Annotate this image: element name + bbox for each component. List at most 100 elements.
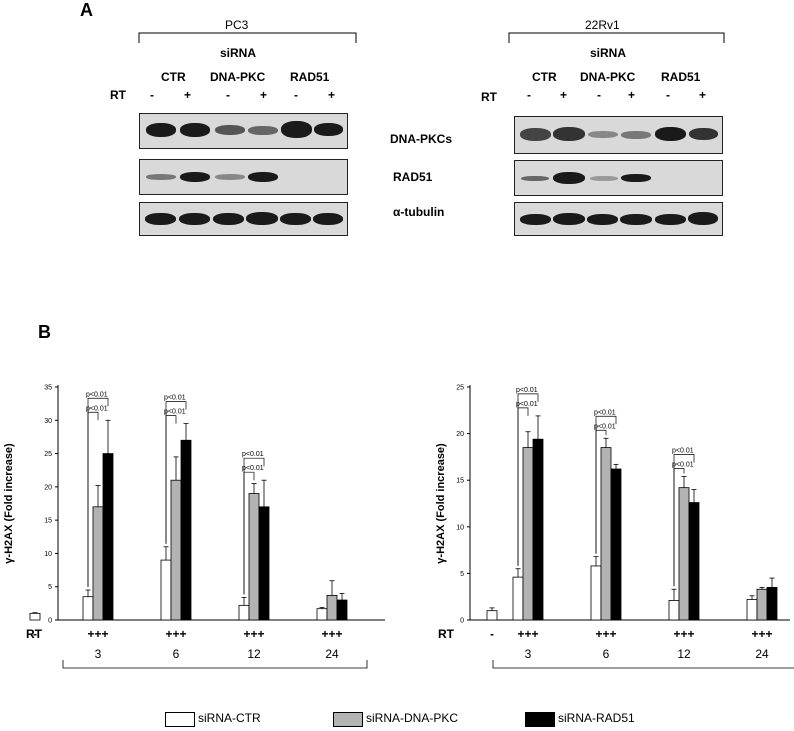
significance-bracket bbox=[517, 393, 539, 566]
p-value-label: p<0.01 bbox=[242, 451, 264, 458]
bar-sirna-dna-pkc-24h bbox=[326, 594, 338, 621]
pc3-blot-rad51 bbox=[139, 159, 348, 195]
rt-sign-plus: +++ bbox=[243, 627, 264, 641]
bar-control-untreated bbox=[29, 612, 41, 621]
rv1-group-dnapkc: DNA-PKC bbox=[580, 70, 636, 84]
rv1-rt-sign: + bbox=[699, 88, 707, 102]
pc3-rt-sign: + bbox=[260, 88, 268, 102]
significance-bracket bbox=[595, 415, 617, 554]
pc3-rt-sign: + bbox=[184, 88, 192, 102]
bar-sirna-ctr-6h bbox=[160, 559, 172, 621]
gamma-h2ax-chart-22rv1: 0 5 10 15 20 25 γ-H2AX (Fold increase) RT - +++ 3 +… bbox=[435, 385, 794, 669]
p-value-label: p<0.01 bbox=[242, 465, 264, 472]
y-axis-title: γ-H2AX (Fold increase) bbox=[3, 443, 15, 564]
y-tick-label: 5 bbox=[48, 584, 52, 591]
blot-label-tubulin: α-tubulin bbox=[393, 205, 445, 219]
legend-label-rad51: siRNA-RAD51 bbox=[558, 711, 635, 725]
significance-bracket bbox=[243, 457, 265, 595]
p-value-label: p<0.01 bbox=[516, 401, 538, 408]
rv1-group-ctr: CTR bbox=[532, 70, 557, 84]
bar-sirna-rad51-3h bbox=[532, 438, 544, 621]
legend-swatch-rad51 bbox=[525, 712, 555, 727]
bar-sirna-dna-pkc-24h bbox=[756, 588, 768, 621]
legend-label-dnapkc: siRNA-DNA-PKC bbox=[366, 711, 459, 725]
x-tick-label: 3 bbox=[525, 647, 532, 661]
pc3-blot-dnapkcs bbox=[139, 113, 348, 149]
pc3-rt-sign: - bbox=[226, 88, 230, 102]
rt-sign-plus: +++ bbox=[673, 627, 694, 641]
rv1-rt-sign: - bbox=[666, 88, 670, 102]
bar-sirna-rad51-24h bbox=[336, 599, 348, 621]
y-tick-label: 5 bbox=[460, 571, 464, 578]
bar-sirna-ctr-12h bbox=[238, 604, 250, 621]
significance-bracket bbox=[165, 401, 187, 544]
bar-sirna-dna-pkc-3h bbox=[92, 506, 104, 621]
x-tick-label: 12 bbox=[677, 647, 691, 661]
pc3-rt-sign: - bbox=[294, 88, 298, 102]
rt-row-label: RT bbox=[26, 627, 43, 641]
rt-sign-plus: +++ bbox=[321, 627, 342, 641]
significance-bracket bbox=[673, 454, 695, 587]
bar-sirna-rad51-6h bbox=[180, 439, 192, 621]
x-tick-label: 24 bbox=[325, 647, 339, 661]
rt-sign-plus: +++ bbox=[165, 627, 186, 641]
panel-b-letter: B bbox=[38, 322, 51, 342]
cell-line-22rv1: 22Rv1 bbox=[585, 18, 620, 32]
blot-label-rad51: RAD51 bbox=[393, 170, 433, 184]
bar-sirna-dna-pkc-6h bbox=[170, 479, 182, 621]
blot-label-dnapkcs: DNA-PKCs bbox=[390, 132, 453, 146]
bar-sirna-dna-pkc-3h bbox=[522, 447, 534, 621]
pc3-rt-label: RT bbox=[110, 88, 126, 102]
rt-row-label: RT bbox=[438, 627, 455, 641]
rv1-rt-sign: - bbox=[597, 88, 601, 102]
legend-swatch-dnapkc bbox=[333, 712, 363, 727]
rt-sign-plus: +++ bbox=[595, 627, 616, 641]
legend-swatch-ctr bbox=[165, 712, 195, 727]
y-axis-title: γ-H2AX (Fold increase) bbox=[435, 443, 447, 564]
pc3-group-dnapkc: DNA-PKC bbox=[210, 70, 266, 84]
rv1-rt-sign: + bbox=[628, 88, 636, 102]
y-tick-label: 15 bbox=[44, 518, 52, 525]
cell-line-pc3: PC3 bbox=[225, 18, 249, 32]
bar-sirna-ctr-24h bbox=[316, 608, 328, 621]
pc3-bracket bbox=[138, 32, 357, 43]
bar-sirna-ctr-12h bbox=[668, 600, 680, 621]
y-tick-label: 20 bbox=[456, 431, 464, 438]
rt-sign-minus: - bbox=[33, 627, 37, 641]
bar-sirna-rad51-6h bbox=[610, 468, 622, 621]
p-value-label: p<0.01 bbox=[594, 423, 616, 430]
y-tick-label: 15 bbox=[456, 478, 464, 485]
rt-sign-plus: +++ bbox=[751, 627, 772, 641]
rv1-rt-sign: + bbox=[560, 88, 568, 102]
x-tick-label: 12 bbox=[247, 647, 261, 661]
legend-label-ctr: siRNA-CTR bbox=[198, 711, 261, 725]
pc3-rt-sign: + bbox=[328, 88, 336, 102]
rv1-rt-label: RT bbox=[481, 90, 497, 104]
y-tick-label: 10 bbox=[456, 524, 464, 531]
bar-sirna-rad51-24h bbox=[766, 586, 778, 621]
y-tick-label: 20 bbox=[44, 484, 52, 491]
y-tick-label: 25 bbox=[44, 451, 52, 458]
p-value-label: p<0.01 bbox=[86, 391, 108, 398]
y-tick-label: 0 bbox=[48, 618, 52, 625]
x-tick-label: 3 bbox=[95, 647, 102, 661]
pc3-group-rad51: RAD51 bbox=[290, 70, 330, 84]
p-value-label: p<0.01 bbox=[672, 447, 694, 454]
bar-sirna-ctr-6h bbox=[590, 565, 602, 621]
rv1-blot-dnapkcs bbox=[514, 116, 723, 154]
rv1-group-rad51: RAD51 bbox=[661, 70, 701, 84]
bar-sirna-dna-pkc-12h bbox=[678, 487, 690, 621]
rv1-blot-rad51 bbox=[514, 160, 723, 196]
rv1-sirna-label: siRNA bbox=[590, 46, 627, 60]
rv1-rt-sign: - bbox=[527, 88, 531, 102]
y-tick-label: 10 bbox=[44, 551, 52, 558]
rv1-blot-tubulin bbox=[514, 202, 723, 236]
p-value-label: p<0.01 bbox=[164, 409, 186, 416]
hours-bracket bbox=[492, 660, 794, 669]
panel-a-letter: A bbox=[80, 0, 93, 20]
bar-sirna-dna-pkc-12h bbox=[248, 493, 260, 621]
rt-sign-plus: +++ bbox=[517, 627, 538, 641]
y-tick-label: 0 bbox=[460, 618, 464, 625]
x-tick-label: 6 bbox=[173, 647, 180, 661]
x-tick-label: 6 bbox=[603, 647, 610, 661]
